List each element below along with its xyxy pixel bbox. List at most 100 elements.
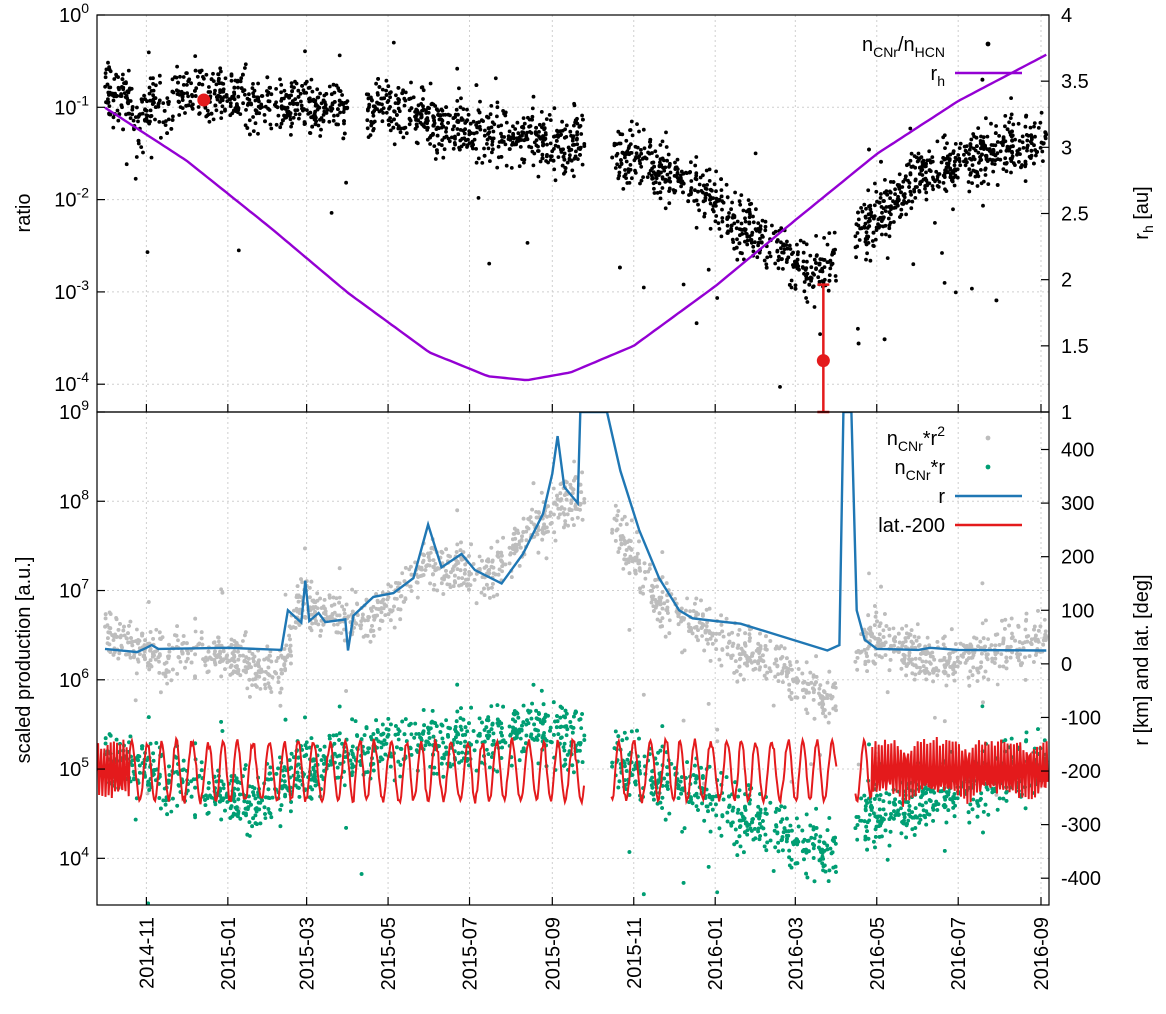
ncnr-r2-point <box>866 613 871 618</box>
ncnr-r2-point <box>250 652 255 656</box>
ratio-point <box>115 108 120 113</box>
ratio-point <box>418 112 422 116</box>
ratio-point <box>905 163 909 168</box>
ratio-point <box>935 139 940 144</box>
ratio-point <box>628 151 633 155</box>
ratio-point <box>856 217 861 222</box>
ncnr-r2-point <box>241 639 245 643</box>
ncnr-r2-point <box>580 470 584 475</box>
ratio-point <box>908 171 913 176</box>
ratio-point <box>157 120 162 124</box>
ratio-point <box>816 275 821 280</box>
ratio-point <box>920 179 924 184</box>
ncnr-r2-point <box>805 711 810 715</box>
ratio-point <box>197 111 202 115</box>
ratio-point <box>345 105 350 110</box>
ratio-point <box>219 96 224 101</box>
ncnr-r2-point <box>287 633 291 638</box>
ratio-point <box>908 189 913 194</box>
ncnr-r2-point <box>334 596 339 601</box>
ncnr-r2-point <box>634 555 639 560</box>
ratio-point <box>380 87 385 92</box>
ratio-point <box>706 267 711 272</box>
ratio-point <box>551 158 556 163</box>
ncnr-r2-point <box>610 527 615 532</box>
ncnr-r2-point <box>467 573 472 577</box>
ncnr-r2-point <box>630 559 635 564</box>
ncnr-r2-point <box>350 609 355 614</box>
ncnr-r2-point <box>122 624 126 629</box>
ratio-point <box>388 95 392 100</box>
ratio-point <box>704 187 709 191</box>
ratio-point <box>973 174 978 179</box>
ratio-point <box>943 146 947 151</box>
ratio-point <box>973 148 978 153</box>
ncnr-r2-point <box>468 583 473 587</box>
ratio-point <box>768 254 773 259</box>
ratio-point <box>232 90 237 95</box>
ratio-point <box>676 179 681 184</box>
ratio-point <box>185 71 189 75</box>
ratio-point <box>371 113 376 118</box>
ratio-point <box>196 105 201 109</box>
ratio-point <box>732 215 737 220</box>
ratio-point <box>501 139 506 144</box>
ratio-point <box>215 95 219 99</box>
ratio-point <box>185 91 190 95</box>
ratio-point <box>754 207 758 212</box>
ratio-point <box>164 119 168 123</box>
ratio-point <box>869 210 874 215</box>
ratio-point <box>332 100 337 104</box>
ratio-point <box>697 182 702 187</box>
ratio-point <box>392 109 396 114</box>
ratio-point <box>919 168 924 173</box>
ratio-point <box>1032 124 1036 129</box>
ratio-point <box>544 159 548 163</box>
ratio-point <box>413 126 418 131</box>
ncnr-r2-point <box>540 530 545 535</box>
ncnr-r2-point <box>451 584 456 588</box>
ratio-point <box>1025 148 1029 153</box>
ratio-point <box>725 223 730 228</box>
ratio-point <box>126 101 131 106</box>
ratio-point <box>828 266 833 271</box>
ratio-point <box>426 118 430 123</box>
ratio-point <box>243 92 247 97</box>
ncnr-r2-point <box>279 686 284 691</box>
ncnr-r2-point <box>359 619 364 624</box>
ncnr-r2-point <box>217 639 221 644</box>
ratio-point <box>658 163 663 168</box>
ratio-point <box>482 133 487 138</box>
ncnr-r2-point <box>738 657 742 662</box>
ratio-point <box>387 123 391 127</box>
ncnr-r2-point <box>363 618 367 623</box>
ratio-point <box>910 199 915 204</box>
ratio-point <box>566 145 571 150</box>
ratio-point <box>527 144 531 149</box>
ratio-point <box>136 119 140 124</box>
ratio-point <box>259 102 264 107</box>
ratio-point <box>338 89 343 93</box>
ratio-point <box>712 182 717 187</box>
ratio-point <box>247 118 252 123</box>
ratio-point <box>743 239 747 244</box>
ncnr-r2-point <box>455 567 460 571</box>
ncnr-r2-point <box>775 663 780 668</box>
ratio-point <box>552 106 557 111</box>
ncnr-r2-point <box>903 636 908 640</box>
ratio-point <box>253 98 258 103</box>
ratio-point <box>617 173 621 178</box>
ratio-point <box>569 147 574 152</box>
ratio-point <box>916 158 921 163</box>
ratio-point <box>468 121 473 126</box>
ncnr-r2-point <box>569 501 574 505</box>
ncnr-r2-point <box>918 665 922 670</box>
ratio-point <box>562 157 567 162</box>
ratio-point <box>302 122 307 126</box>
ratio-point <box>812 272 816 277</box>
ncnr-r2-point <box>318 596 322 601</box>
ncnr-r2-point <box>900 626 904 631</box>
ratio-point <box>219 69 223 74</box>
ratio-point <box>694 321 699 326</box>
ratio-point <box>124 81 128 86</box>
